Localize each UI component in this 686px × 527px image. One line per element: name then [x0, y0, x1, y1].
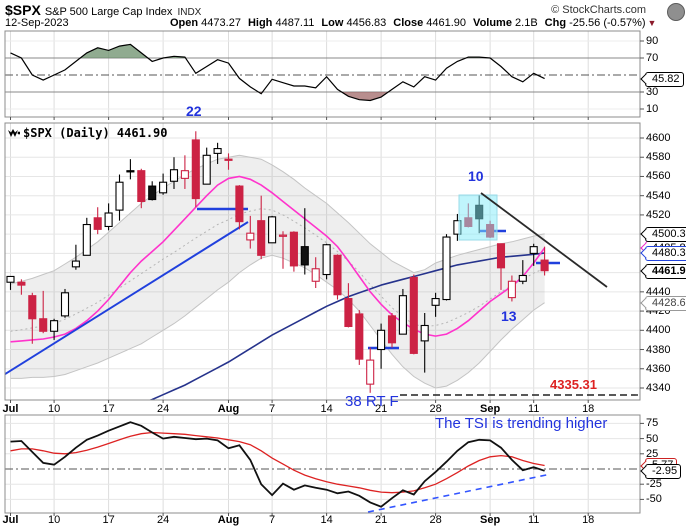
- value-callout: 4461.90: [645, 263, 686, 279]
- x-axis-label: Aug: [217, 403, 240, 415]
- x-axis-label: 24: [156, 403, 170, 415]
- rsi-ytick: 10: [646, 103, 659, 115]
- tsi-ytick: -50: [646, 493, 662, 506]
- price-legend: $SPX (Daily) 4461.90: [8, 126, 168, 140]
- stockcharts-credit: © StockCharts.com: [551, 4, 646, 16]
- tsi-panel-border: [4, 414, 641, 514]
- x-axis-label-bottom: Aug: [217, 514, 240, 526]
- chg-down-arrow-icon: ▼: [647, 18, 657, 28]
- price-ytick: 4580: [646, 151, 671, 164]
- x-axis-label-bottom: Jul: [2, 514, 19, 526]
- chart-header: $SPX S&P 500 Large Cap Index INDX: [5, 2, 201, 20]
- x-axis-label-bottom: Sep: [480, 514, 501, 526]
- fib-retrace-label: 38 RT F: [345, 393, 399, 410]
- x-axis-label: 21: [374, 403, 388, 415]
- x-axis-label-bottom: 18: [582, 514, 595, 526]
- x-axis-label: 18: [582, 403, 595, 415]
- field-label: High: [247, 17, 273, 29]
- x-axis-label: 17: [102, 403, 115, 415]
- x-axis-label-bottom: 28: [429, 514, 442, 526]
- tsi-annotation: The TSI is trending higher: [435, 415, 608, 432]
- price-ytick: 4380: [646, 343, 671, 356]
- header-fields: Open 4473.27 High 4487.11 Low 4456.83 Close…: [163, 17, 656, 29]
- x-axis-label-bottom: 24: [156, 514, 170, 526]
- field-label: Chg: [544, 17, 567, 29]
- legend-icon: [8, 129, 21, 137]
- wave-label-13: 13: [501, 308, 517, 324]
- wave-label-22: 22: [186, 103, 202, 119]
- value-callout: 4428.69: [645, 295, 686, 311]
- symbol-name: S&P 500 Large Cap Index: [44, 6, 173, 18]
- value-callout: 45.82: [645, 71, 684, 87]
- price-ytick: 4360: [646, 362, 671, 375]
- x-axis-label-bottom: 14: [320, 514, 333, 526]
- price-ytick: 4560: [646, 170, 671, 183]
- field-label: Volume: [473, 17, 512, 29]
- x-axis-label-bottom: 17: [102, 514, 115, 526]
- field-label: Close: [393, 17, 424, 29]
- x-axis-label: Sep: [480, 403, 501, 415]
- rsi-ytick: 70: [646, 52, 659, 64]
- x-axis-label: 14: [320, 403, 333, 415]
- chart-date: 12-Sep-2023: [5, 17, 69, 29]
- wave-label-10: 10: [468, 168, 484, 184]
- x-axis-label: 7: [269, 403, 276, 415]
- tsi-ytick: 25: [646, 447, 659, 460]
- x-axis-label: Jul: [2, 403, 19, 415]
- price-ytick: 4340: [646, 381, 671, 394]
- x-axis-label: 28: [429, 403, 442, 415]
- price-ytick: 4540: [646, 189, 671, 202]
- chat-bubble-icon[interactable]: [667, 3, 685, 21]
- price-legend-text: $SPX (Daily) 4461.90: [23, 126, 168, 140]
- price-ytick: 4400: [646, 324, 671, 337]
- field-value: 4487.11: [272, 17, 315, 29]
- tsi-ytick: 75: [646, 417, 659, 430]
- price-ytick: 4520: [646, 208, 671, 221]
- price-ytick: 4600: [646, 132, 671, 144]
- x-axis-label: 11: [527, 403, 540, 415]
- field-value: 4473.27: [198, 17, 241, 29]
- value-callout: 4480.34: [645, 246, 686, 262]
- tsi-ytick: 50: [646, 432, 659, 445]
- field-value: 4461.90: [423, 17, 467, 29]
- rsi-panel-border: [4, 30, 641, 118]
- fib-level-label: 4335.31: [550, 377, 597, 392]
- field-value: 4456.83: [343, 17, 387, 29]
- x-axis-label: 10: [47, 403, 61, 415]
- x-axis-label-bottom: 7: [269, 514, 276, 526]
- value-callout: 4500.32: [645, 226, 686, 242]
- price-panel-border: [4, 122, 641, 401]
- field-value: 2.1B: [511, 17, 538, 29]
- price-ytick: 4440: [646, 285, 671, 298]
- x-axis-label-bottom: 11: [527, 514, 540, 526]
- field-label: Low: [321, 17, 344, 29]
- rsi-ytick: 30: [646, 86, 659, 98]
- tsi-ytick: -25: [646, 478, 662, 491]
- field-label: Open: [170, 17, 199, 29]
- x-axis-label-bottom: 21: [374, 514, 388, 526]
- rsi-ytick: 90: [646, 35, 659, 47]
- field-value: -25.56 (-0.57%): [566, 17, 646, 29]
- symbol: $SPX: [5, 2, 41, 18]
- exchange: INDX: [177, 7, 202, 18]
- value-callout: -2.95: [645, 463, 682, 479]
- x-axis-label-bottom: 10: [47, 514, 61, 526]
